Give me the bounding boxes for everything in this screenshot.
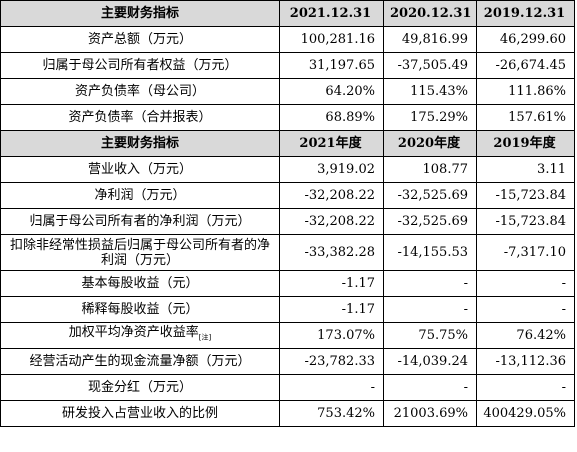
cell-value: -15,723.84: [476, 208, 575, 235]
cell-value: 3,919.02: [279, 156, 384, 183]
cell-value: -15,723.84: [476, 182, 575, 209]
cell-value: 21003.69%: [383, 400, 477, 427]
cell-value: 68.89%: [279, 104, 384, 131]
cell-value: -32,208.22: [279, 182, 384, 209]
cell-value: -32,208.22: [279, 208, 384, 235]
cell-value: 400429.05%: [476, 400, 575, 427]
cell-value: 3.11: [476, 156, 575, 183]
cell-value: -14,039.24: [383, 348, 477, 375]
header-2021: 2021年度: [279, 130, 384, 157]
table-header-row: 主要财务指标 2021年度 2020年度 2019年度: [0, 130, 575, 157]
row-label: 经营活动产生的现金流量净额（万元）: [0, 348, 280, 375]
cell-value: 100,281.16: [279, 26, 384, 53]
row-label: 现金分红（万元）: [0, 374, 280, 401]
cell-value: -23,782.33: [279, 348, 384, 375]
table-row: 归属于母公司所有者权益（万元） 31,197.65 -37,505.49 -26…: [0, 52, 575, 79]
cell-value: -1.17: [279, 270, 384, 297]
cell-value: 31,197.65: [279, 52, 384, 79]
table-row: 现金分红（万元） - - -: [0, 374, 575, 401]
table-row: 资产负债率（合并报表） 68.89% 175.29% 157.61%: [0, 104, 575, 131]
cell-value: -32,525.69: [383, 182, 477, 209]
table-row: 扣除非经常性损益后归属于母公司所有者的净利润（万元） -33,382.28 -1…: [0, 234, 575, 271]
row-label: 归属于母公司所有者的净利润（万元）: [0, 208, 280, 235]
cell-value: 76.42%: [476, 322, 575, 349]
cell-value: 157.61%: [476, 104, 575, 131]
header-indicator: 主要财务指标: [0, 0, 280, 27]
table-row: 净利润（万元） -32,208.22 -32,525.69 -15,723.84: [0, 182, 575, 209]
cell-value: -32,525.69: [383, 208, 477, 235]
table-row: 加权平均净资产收益率[注] 173.07% 75.75% 76.42%: [0, 322, 575, 349]
cell-value: 175.29%: [383, 104, 477, 131]
row-label: 资产负债率（母公司）: [0, 78, 280, 105]
cell-value: 111.86%: [476, 78, 575, 105]
cell-value: -: [383, 296, 477, 323]
table-row: 稀释每股收益（元） -1.17 - -: [0, 296, 575, 323]
cell-value: 46,299.60: [476, 26, 575, 53]
cell-value: 75.75%: [383, 322, 477, 349]
table-header-row: 主要财务指标 2021.12.31 2020.12.31 2019.12.31: [0, 0, 575, 27]
cell-value: 115.43%: [383, 78, 477, 105]
cell-value: -: [476, 270, 575, 297]
header-2020: 2020年度: [383, 130, 477, 157]
row-label: 扣除非经常性损益后归属于母公司所有者的净利润（万元）: [0, 234, 280, 271]
table-row: 资产总额（万元） 100,281.16 49,816.99 46,299.60: [0, 26, 575, 53]
header-2020-12-31: 2020.12.31: [383, 0, 477, 27]
cell-value: -: [476, 296, 575, 323]
row-label: 基本每股收益（元）: [0, 270, 280, 297]
row-label: 研发投入占营业收入的比例: [0, 400, 280, 427]
cell-value: -14,155.53: [383, 234, 477, 271]
cell-value: -37,505.49: [383, 52, 477, 79]
cell-value: 173.07%: [279, 322, 384, 349]
header-2019-12-31: 2019.12.31: [476, 0, 575, 27]
row-label: 净利润（万元）: [0, 182, 280, 209]
table-row: 营业收入（万元） 3,919.02 108.77 3.11: [0, 156, 575, 183]
cell-value: 753.42%: [279, 400, 384, 427]
cell-value: -1.17: [279, 296, 384, 323]
cell-value: 108.77: [383, 156, 477, 183]
cell-value: -7,317.10: [476, 234, 575, 271]
cell-value: -: [383, 270, 477, 297]
header-2019: 2019年度: [476, 130, 575, 157]
cell-value: -: [383, 374, 477, 401]
table-row: 研发投入占营业收入的比例 753.42% 21003.69% 400429.05…: [0, 400, 575, 427]
cell-value: -33,382.28: [279, 234, 384, 271]
financial-indicators-table: 主要财务指标 2021.12.31 2020.12.31 2019.12.31 …: [0, 0, 575, 427]
cell-value: -: [279, 374, 384, 401]
row-label-text: 加权平均净资产收益率: [68, 325, 199, 341]
header-indicator: 主要财务指标: [0, 130, 280, 157]
cell-value: 49,816.99: [383, 26, 477, 53]
row-label-weighted-roe: 加权平均净资产收益率[注]: [0, 322, 280, 349]
cell-value: -26,674.45: [476, 52, 575, 79]
footnote-marker: [注]: [198, 333, 212, 342]
table-row: 基本每股收益（元） -1.17 - -: [0, 270, 575, 297]
cell-value: 64.20%: [279, 78, 384, 105]
header-2021-12-31: 2021.12.31: [279, 0, 384, 27]
row-label: 营业收入（万元）: [0, 156, 280, 183]
cell-value: -: [476, 374, 575, 401]
row-label: 归属于母公司所有者权益（万元）: [0, 52, 280, 79]
table-row: 归属于母公司所有者的净利润（万元） -32,208.22 -32,525.69 …: [0, 208, 575, 235]
row-label: 资产负债率（合并报表）: [0, 104, 280, 131]
row-label: 稀释每股收益（元）: [0, 296, 280, 323]
row-label: 资产总额（万元）: [0, 26, 280, 53]
table-row: 资产负债率（母公司） 64.20% 115.43% 111.86%: [0, 78, 575, 105]
cell-value: -13,112.36: [476, 348, 575, 375]
table-row: 经营活动产生的现金流量净额（万元） -23,782.33 -14,039.24 …: [0, 348, 575, 375]
